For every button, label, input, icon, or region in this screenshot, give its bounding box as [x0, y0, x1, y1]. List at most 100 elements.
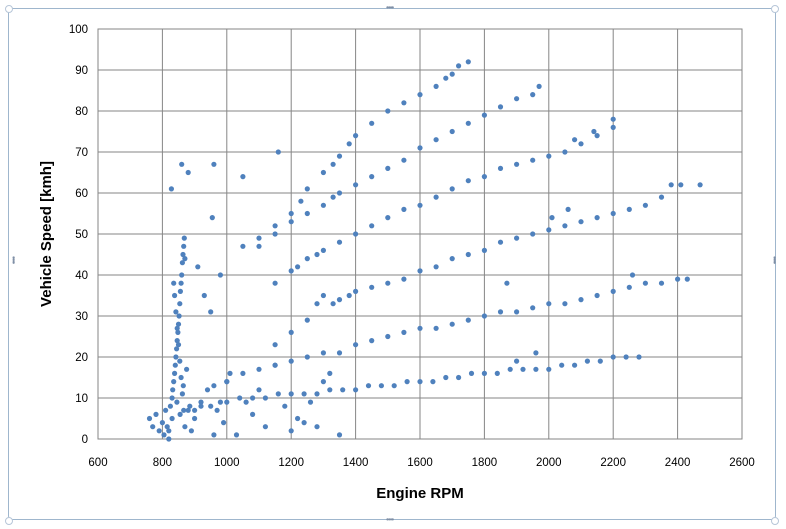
data-point	[481, 112, 487, 118]
data-point	[456, 374, 462, 381]
data-point	[304, 354, 310, 360]
data-point	[591, 128, 597, 135]
data-point	[336, 432, 343, 438]
data-point	[330, 194, 336, 200]
data-point	[401, 100, 407, 106]
data-point	[275, 391, 281, 397]
data-point	[346, 141, 352, 147]
data-point	[385, 215, 391, 221]
data-point	[198, 399, 204, 405]
data-point	[304, 210, 310, 217]
resize-handle-bottom[interactable]: ••••	[386, 515, 394, 524]
data-point	[298, 198, 304, 204]
data-point	[214, 407, 220, 413]
data-point	[327, 370, 333, 376]
data-point	[201, 292, 207, 299]
data-point	[610, 116, 616, 122]
data-point	[314, 391, 320, 397]
data-point	[353, 231, 359, 237]
data-point	[185, 407, 191, 413]
data-point	[594, 133, 600, 139]
data-point	[171, 280, 177, 286]
data-point	[530, 231, 536, 237]
y-tick-label-10: 100	[69, 24, 88, 36]
data-point	[417, 92, 423, 98]
data-point	[182, 256, 188, 262]
data-point	[256, 235, 262, 241]
data-point	[340, 387, 346, 393]
plot-area	[97, 28, 743, 440]
x-tick-label-4: 1400	[343, 457, 369, 469]
data-point	[369, 338, 375, 344]
data-point	[584, 358, 591, 364]
data-point	[198, 403, 204, 409]
data-point	[533, 350, 539, 356]
x-axis-title: Engine RPM	[376, 485, 464, 502]
data-point	[336, 297, 343, 303]
data-point	[175, 342, 182, 348]
x-tick-label-1: 800	[153, 457, 172, 469]
data-point	[578, 141, 584, 147]
data-point	[546, 301, 552, 307]
data-point	[208, 309, 214, 315]
data-point	[449, 256, 455, 262]
data-point	[675, 276, 681, 282]
data-point	[177, 301, 183, 307]
data-point	[240, 370, 246, 376]
data-point	[481, 370, 487, 376]
data-point	[507, 366, 513, 372]
data-point	[504, 280, 510, 286]
data-point	[159, 420, 165, 426]
data-point	[166, 436, 172, 442]
data-point	[514, 309, 520, 315]
data-point	[182, 424, 188, 430]
y-axis-title: Vehicle Speed [kmh]	[38, 161, 55, 307]
data-point	[562, 149, 568, 155]
data-point	[217, 272, 223, 278]
data-point	[167, 403, 173, 409]
y-tick-label-1: 10	[75, 393, 88, 405]
data-point	[610, 210, 616, 217]
data-point	[417, 325, 423, 331]
resize-handle-left[interactable]: ••••	[9, 256, 18, 264]
data-point	[224, 399, 230, 405]
data-point	[301, 391, 307, 397]
data-point	[192, 407, 198, 413]
data-point	[288, 219, 294, 225]
data-points	[146, 59, 703, 442]
resize-handle-top[interactable]: ••••	[386, 3, 394, 12]
data-point	[170, 387, 176, 393]
data-point	[336, 239, 343, 245]
data-point	[181, 407, 187, 413]
data-point	[465, 251, 471, 258]
data-point	[594, 292, 600, 299]
data-point	[336, 190, 343, 196]
data-point	[150, 424, 156, 430]
data-point	[562, 301, 568, 307]
data-point	[497, 104, 504, 110]
data-point	[288, 391, 294, 397]
data-point	[443, 75, 449, 81]
data-point	[250, 395, 256, 401]
corner-handle-top-left[interactable]	[5, 5, 13, 13]
x-tick-label-6: 1800	[472, 457, 498, 469]
data-point	[256, 243, 262, 249]
data-point	[536, 83, 542, 89]
x-tick-label-5: 1600	[407, 457, 433, 469]
data-point	[178, 374, 184, 381]
x-tick-label-3: 1200	[278, 457, 304, 469]
data-point	[594, 215, 600, 221]
data-point	[181, 235, 187, 241]
resize-handle-right[interactable]: ••••	[770, 256, 779, 264]
corner-handle-bottom-right[interactable]	[771, 517, 779, 525]
y-tick-label-7: 70	[75, 147, 88, 159]
data-point	[378, 383, 384, 389]
corner-handle-top-right[interactable]	[771, 5, 779, 13]
data-point	[443, 374, 449, 381]
data-point	[385, 280, 391, 286]
data-point	[468, 370, 475, 376]
data-point	[320, 202, 326, 208]
corner-handle-bottom-left[interactable]	[5, 517, 13, 525]
data-point	[578, 297, 584, 303]
